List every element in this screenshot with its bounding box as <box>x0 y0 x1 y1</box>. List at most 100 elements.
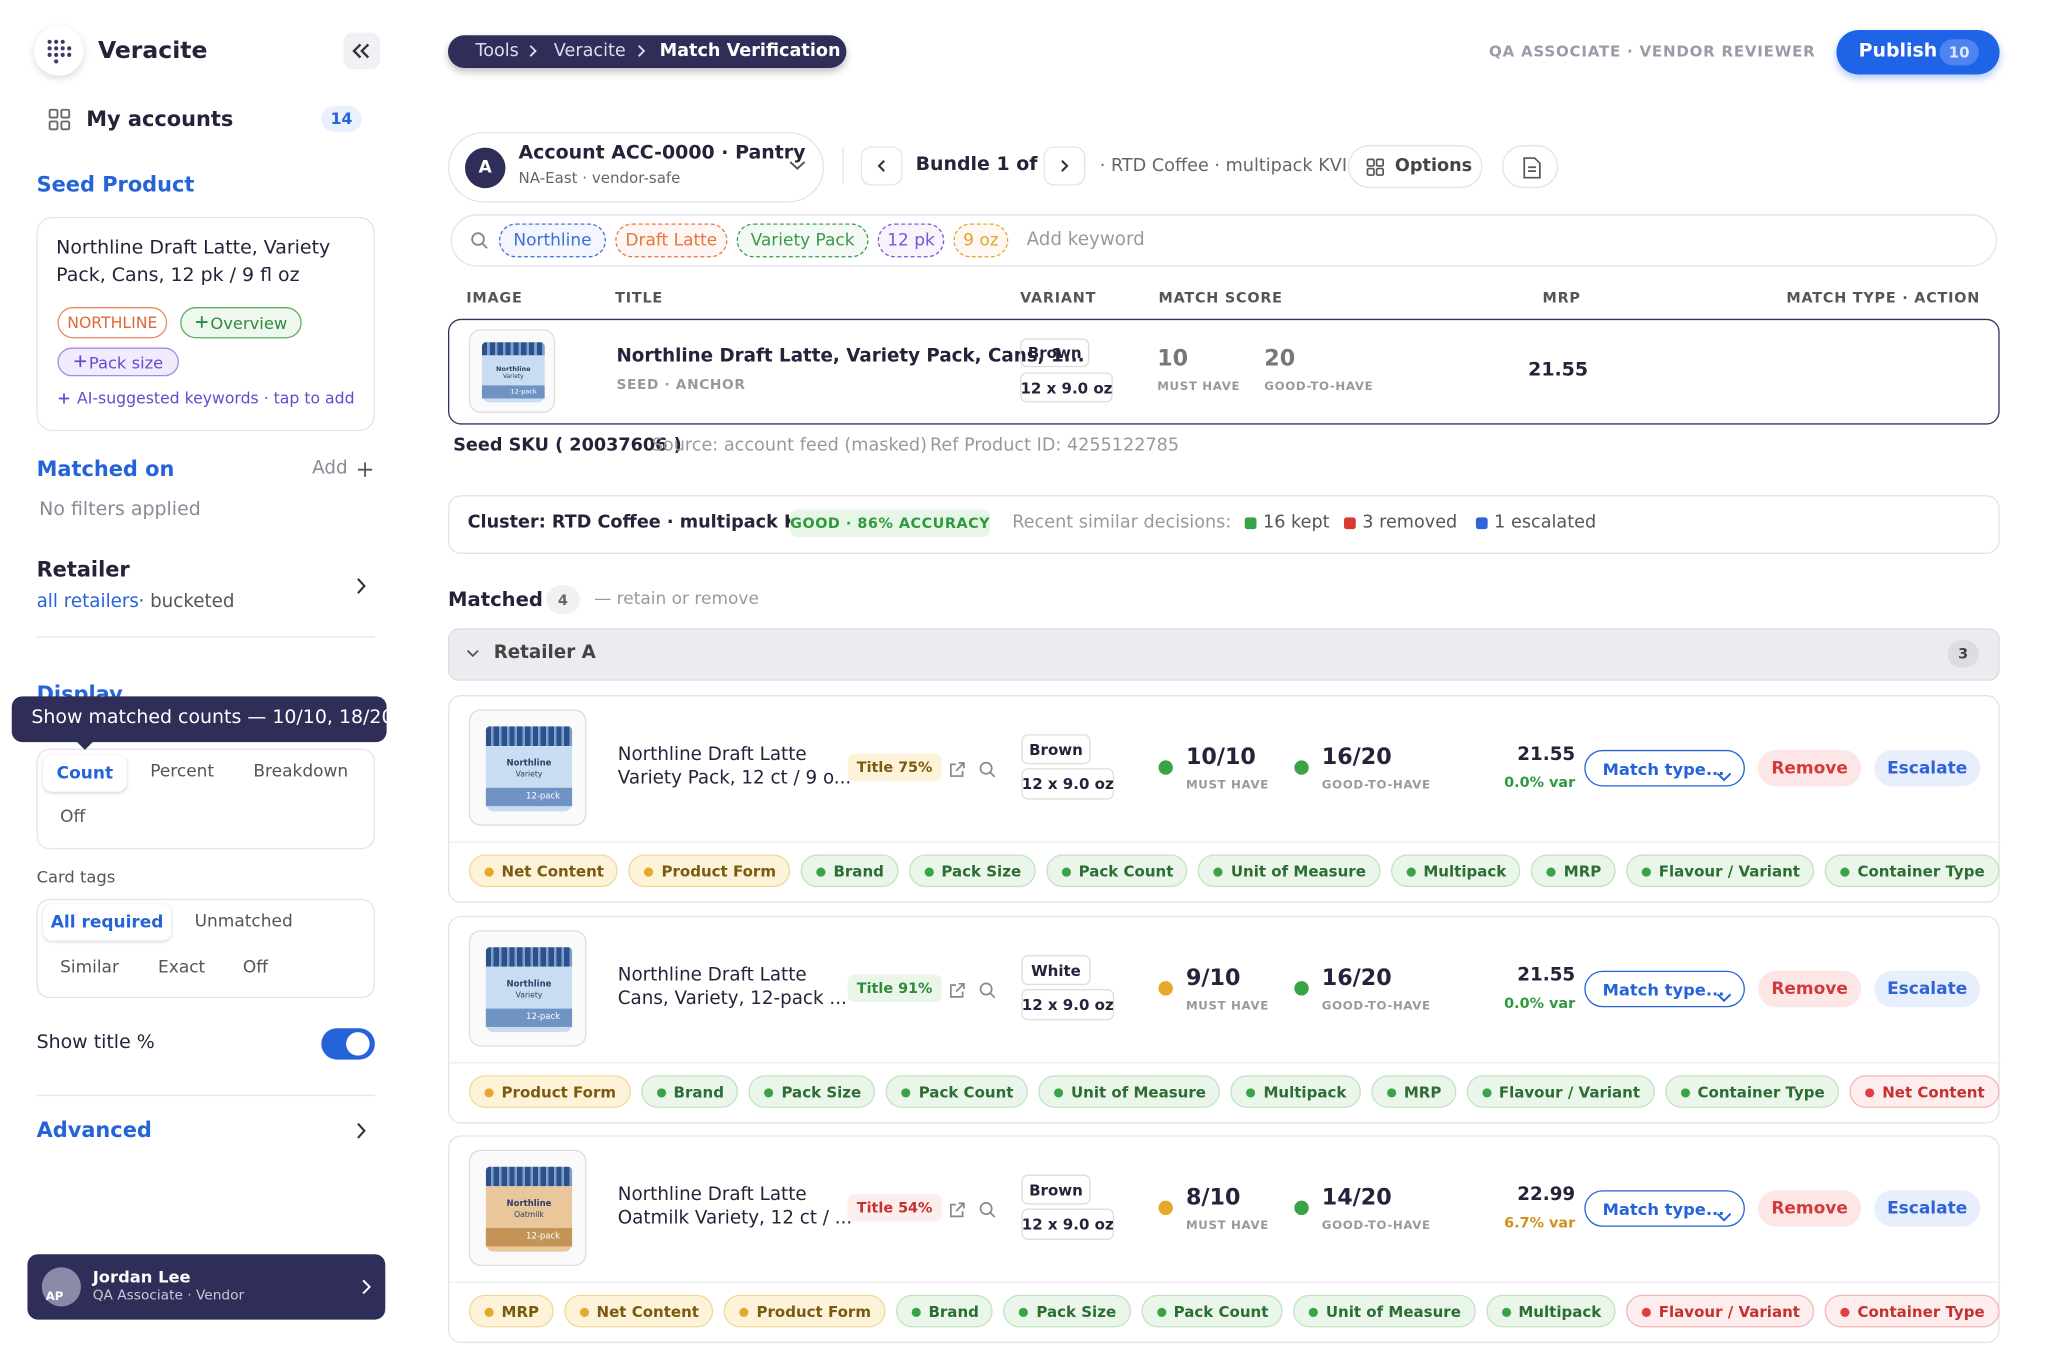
escalate-button[interactable]: Escalate <box>1874 749 1981 787</box>
ai-hint[interactable]: AI-suggested keywords · tap to add <box>77 389 355 408</box>
attribute-tag: Multipack <box>1485 1294 1616 1328</box>
size-chip: 12 x 9.0 oz <box>1021 1208 1115 1240</box>
external-link-icon-svg <box>949 762 965 777</box>
segment[interactable]: Off <box>60 807 86 828</box>
title-pct: Title 75% <box>847 753 942 782</box>
size-chip: 12 x 9.0 oz <box>1020 372 1113 403</box>
collapse-button[interactable] <box>343 32 381 70</box>
chevron[interactable] <box>355 1122 368 1139</box>
external-link-icon <box>948 759 966 784</box>
attribute-tag: Pack Size <box>908 854 1036 888</box>
score-label: MUST HAVE <box>1185 1219 1269 1233</box>
keyword-chip[interactable]: Variety Pack <box>736 223 869 258</box>
options-icon <box>1366 158 1385 176</box>
doc-button[interactable] <box>1502 145 1559 189</box>
keyword-bar <box>450 214 1998 267</box>
retailer-group[interactable] <box>447 628 2000 681</box>
score-dot <box>1158 760 1173 775</box>
plus-icon <box>74 355 87 368</box>
segment[interactable]: Similar <box>60 957 119 978</box>
path <box>195 316 208 328</box>
chevron-down <box>466 649 479 658</box>
segment-active[interactable]: Count <box>43 755 127 792</box>
segment[interactable]: Breakdown <box>253 761 349 782</box>
tag-dot <box>484 1088 494 1098</box>
score: 9/10 <box>1185 965 1241 992</box>
variant-chip: Brown <box>1021 1174 1091 1205</box>
score: 14/20 <box>1321 1184 1392 1211</box>
attribute-tag: Flavour / Variant <box>1626 854 1815 888</box>
user-card[interactable] <box>27 1254 386 1320</box>
segment[interactable]: Unmatched <box>194 912 293 932</box>
score-label: MUST HAVE <box>1185 779 1269 793</box>
path <box>1523 157 1541 179</box>
match-type-button[interactable]: Match type... <box>1584 970 1745 1008</box>
seed-tag[interactable]: NORTHLINE <box>57 307 168 339</box>
chevron[interactable] <box>355 577 368 594</box>
publish-label[interactable]: Publish <box>1858 40 1938 62</box>
seed-tag[interactable]: Pack size <box>57 347 179 377</box>
chevron <box>362 1279 372 1295</box>
rect <box>48 120 59 131</box>
tag-row: Product Form Brand Pack Size Pack Count Unit… <box>468 1075 2000 1109</box>
advanced-heading[interactable]: Advanced <box>36 1117 152 1143</box>
column-header: MRP <box>1542 289 1581 307</box>
prev-button[interactable] <box>860 146 903 186</box>
item-title: Northline Draft Latte <box>617 744 807 766</box>
collapse-icon <box>352 43 370 59</box>
keyword-chip[interactable]: 12 pk <box>877 223 945 258</box>
segment[interactable]: Off <box>242 957 269 978</box>
segment[interactable]: Exact <box>158 957 206 978</box>
accounts-label[interactable]: My accounts <box>86 106 234 132</box>
keyword-chip[interactable]: 9 oz <box>953 223 1009 258</box>
crumb[interactable]: Tools <box>475 40 519 62</box>
seed-tag[interactable]: Overview <box>180 307 302 339</box>
attribute-tag: Unit of Measure <box>1038 1075 1221 1108</box>
crumb-sep <box>638 45 646 57</box>
account-selector[interactable] <box>447 131 825 203</box>
match-type-button[interactable]: Match type... <box>1584 1190 1745 1227</box>
score-dot <box>1294 981 1309 996</box>
escalate-button[interactable]: Escalate <box>1874 970 1981 1008</box>
circle <box>67 52 72 57</box>
crumb-current: Match Verification <box>659 40 841 62</box>
can-top <box>485 1167 573 1186</box>
retailer-link[interactable]: all retailers <box>36 591 139 613</box>
cluster-label: Recent similar decisions: <box>1012 512 1232 533</box>
product-image: Northline Variety 12-pack <box>468 329 556 413</box>
next-button[interactable] <box>1043 146 1086 186</box>
keyword-input[interactable]: Add keyword <box>1026 229 1145 251</box>
add-filter[interactable]: Add <box>312 458 348 479</box>
keyword-chip[interactable]: Draft Latte <box>615 223 728 258</box>
legend-swatch <box>1475 517 1488 530</box>
match-type-button[interactable]: Match type... <box>1584 749 1745 787</box>
remove-button[interactable]: Remove <box>1758 749 1862 787</box>
tag-dot <box>816 867 826 877</box>
search-icon-svg <box>979 982 996 999</box>
score: 16/20 <box>1321 965 1392 992</box>
remove-button[interactable]: Remove <box>1758 1190 1862 1227</box>
attribute-tag: Container Type <box>1824 1294 2000 1328</box>
keyword-chip[interactable]: Northline <box>498 223 607 258</box>
column-header: MATCH SCORE <box>1158 289 1283 307</box>
remove-button[interactable]: Remove <box>1758 970 1862 1008</box>
column-header: MATCH TYPE · ACTION <box>1786 289 1981 307</box>
rect <box>48 108 59 119</box>
crumb[interactable]: Veracite <box>553 40 626 62</box>
escalate-button[interactable]: Escalate <box>1874 1190 1981 1227</box>
column-header: IMAGE <box>466 289 523 307</box>
attribute-tag: Product Form <box>723 1294 886 1328</box>
attribute-tag: Flavour / Variant <box>1626 1294 1815 1328</box>
path <box>75 740 95 750</box>
rect <box>1375 158 1385 167</box>
attribute-tag: Brand <box>640 1075 739 1108</box>
segment-active[interactable]: All required <box>43 904 172 941</box>
score-dot <box>1294 1200 1309 1216</box>
show-title-label: Show title % <box>36 1032 155 1054</box>
options-label[interactable]: Options <box>1394 155 1473 177</box>
toggle[interactable] <box>321 1028 375 1060</box>
segment[interactable]: Percent <box>150 761 215 782</box>
score-dot <box>1158 981 1173 996</box>
path <box>1716 993 1732 1003</box>
